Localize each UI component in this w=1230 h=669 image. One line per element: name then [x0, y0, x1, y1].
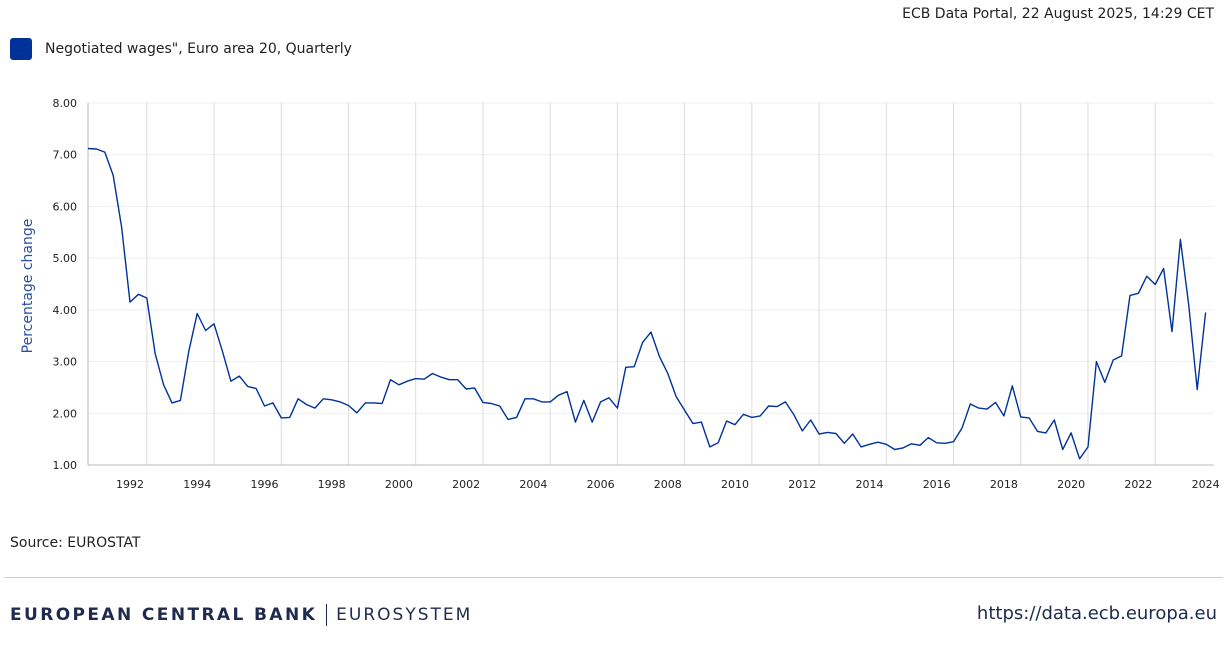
y-tick-label: 7.00	[53, 149, 78, 162]
y-tick-label: 3.00	[53, 356, 78, 369]
y-axis: 1.00 2.00 3.00 4.00 5.00 6.00 7.00 8.00	[53, 97, 89, 472]
x-tick-label: 2012	[788, 478, 816, 491]
y-tick-label: 2.00	[53, 407, 78, 420]
y-tick-label: 4.00	[53, 304, 78, 317]
x-tick-label: 2014	[855, 478, 883, 491]
x-tick-label: 1992	[116, 478, 144, 491]
bank-name: EUROPEAN CENTRAL BANK	[10, 605, 318, 625]
legend[interactable]: Negotiated wages", Euro area 20, Quarter…	[10, 38, 352, 60]
y-tick-label: 6.00	[53, 200, 78, 213]
x-tick-label: 2000	[385, 478, 413, 491]
brand-separator	[326, 604, 328, 626]
line-chart: 1.002.003.004.005.006.007.008.00 1992 199…	[20, 97, 1220, 491]
x-tick-label: 2006	[587, 478, 615, 491]
series-line	[87, 147, 1207, 460]
source-note: Source: EUROSTAT	[10, 535, 141, 551]
y-tick-label: 5.00	[53, 252, 78, 265]
legend-swatch[interactable]	[10, 38, 32, 60]
x-tick-label: 2004	[519, 478, 547, 491]
x-tick-label: 2008	[654, 478, 682, 491]
x-tick-label: 2018	[990, 478, 1018, 491]
x-tick-label: 2002	[452, 478, 480, 491]
x-tick-label: 2020	[1057, 478, 1085, 491]
x-tick-label: 2024	[1192, 478, 1220, 491]
eurosystem-name: EUROSYSTEM	[336, 605, 473, 625]
y-tick-label: 8.00	[53, 97, 78, 110]
x-tick-label: 2010	[721, 478, 749, 491]
portal-link[interactable]: https://data.ecb.europa.eu	[976, 603, 1217, 624]
footer-divider	[4, 577, 1223, 578]
x-tick-label: 2022	[1124, 478, 1152, 491]
legend-label: Negotiated wages", Euro area 20, Quarter…	[45, 41, 352, 57]
y-axis-label: Percentage change	[20, 219, 36, 354]
x-tick-label: 1996	[250, 478, 278, 491]
grid	[88, 102, 1214, 466]
timestamp: ECB Data Portal, 22 August 2025, 14:29 C…	[902, 6, 1214, 22]
y-tick-label: 1.00	[53, 459, 78, 472]
x-tick-label: 1994	[183, 478, 211, 491]
plot-area	[87, 147, 1207, 460]
x-axis: 1992 1994 1996 1998 2000 2002 2004 2006 2008 2010…	[88, 464, 1220, 491]
x-tick-label: 2016	[923, 478, 951, 491]
x-tick-label: 1998	[318, 478, 346, 491]
ecb-logo: EUROPEAN CENTRAL BANK EUROSYSTEM	[10, 604, 472, 626]
